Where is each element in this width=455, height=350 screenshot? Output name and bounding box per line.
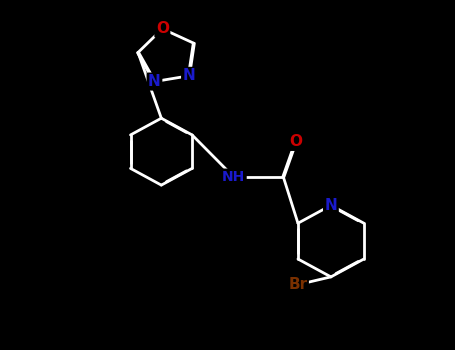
Text: NH: NH [222,170,245,184]
Text: O: O [156,21,169,36]
Text: N: N [324,198,337,213]
Text: N: N [182,68,195,83]
Text: N: N [148,74,161,89]
Text: O: O [289,134,302,149]
Text: Br: Br [288,277,308,292]
